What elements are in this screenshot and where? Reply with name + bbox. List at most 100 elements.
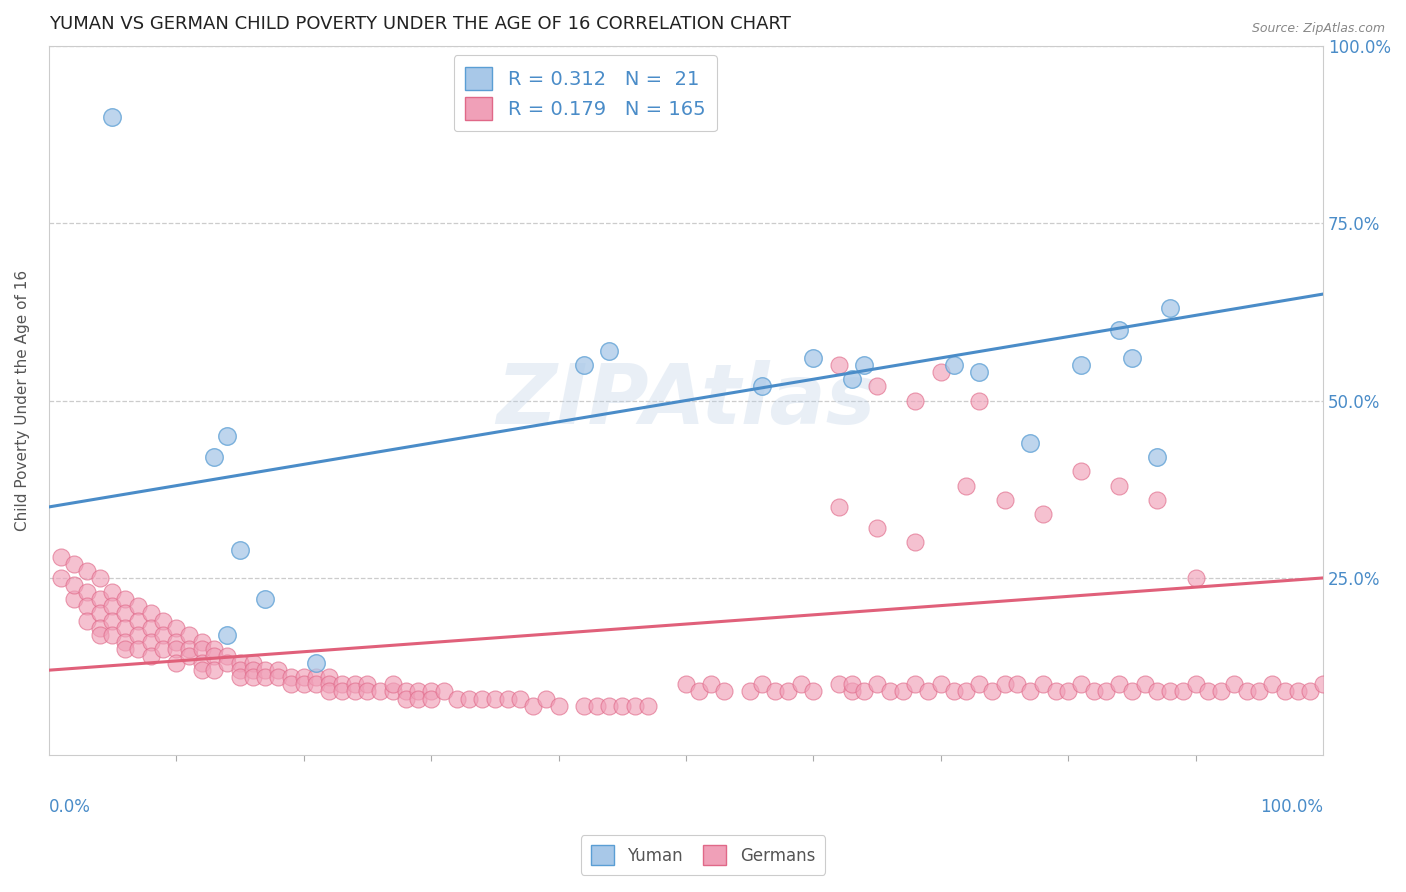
Point bbox=[204, 450, 226, 465]
Point bbox=[803, 351, 825, 365]
Point bbox=[152, 628, 174, 642]
Point bbox=[254, 592, 277, 607]
Point bbox=[828, 358, 851, 372]
Point bbox=[229, 542, 252, 557]
Point bbox=[1019, 436, 1042, 450]
Point bbox=[1223, 677, 1246, 691]
Point bbox=[305, 670, 328, 684]
Point bbox=[330, 677, 353, 691]
Point bbox=[51, 549, 73, 564]
Point bbox=[267, 670, 290, 684]
Point bbox=[394, 691, 416, 706]
Text: 100.0%: 100.0% bbox=[1260, 798, 1323, 816]
Text: ZIPAtlas: ZIPAtlas bbox=[496, 360, 876, 441]
Point bbox=[496, 691, 519, 706]
Point bbox=[89, 628, 111, 642]
Point bbox=[1057, 684, 1080, 698]
Point bbox=[254, 663, 277, 677]
Point bbox=[1108, 322, 1130, 336]
Point bbox=[1197, 684, 1219, 698]
Point bbox=[1070, 465, 1092, 479]
Point bbox=[63, 592, 86, 607]
Point bbox=[1133, 677, 1156, 691]
Point bbox=[828, 677, 851, 691]
Point bbox=[1032, 507, 1054, 521]
Point bbox=[713, 684, 735, 698]
Point bbox=[127, 599, 149, 614]
Point bbox=[751, 677, 773, 691]
Point bbox=[420, 691, 443, 706]
Point bbox=[1083, 684, 1105, 698]
Point bbox=[534, 691, 557, 706]
Point bbox=[408, 691, 430, 706]
Point bbox=[993, 492, 1015, 507]
Text: Source: ZipAtlas.com: Source: ZipAtlas.com bbox=[1251, 22, 1385, 36]
Point bbox=[612, 698, 634, 713]
Point bbox=[1032, 677, 1054, 691]
Point bbox=[522, 698, 544, 713]
Point bbox=[853, 358, 876, 372]
Point bbox=[190, 641, 212, 656]
Point bbox=[1070, 358, 1092, 372]
Point bbox=[381, 684, 404, 698]
Point bbox=[879, 684, 901, 698]
Point bbox=[139, 621, 162, 635]
Point bbox=[942, 358, 965, 372]
Point bbox=[624, 698, 647, 713]
Point bbox=[458, 691, 481, 706]
Point bbox=[101, 614, 124, 628]
Point bbox=[1171, 684, 1194, 698]
Y-axis label: Child Poverty Under the Age of 16: Child Poverty Under the Age of 16 bbox=[15, 270, 30, 531]
Point bbox=[1159, 301, 1181, 316]
Point bbox=[204, 663, 226, 677]
Point bbox=[637, 698, 659, 713]
Point bbox=[572, 358, 595, 372]
Point bbox=[190, 663, 212, 677]
Point bbox=[929, 677, 952, 691]
Point bbox=[471, 691, 494, 706]
Text: YUMAN VS GERMAN CHILD POVERTY UNDER THE AGE OF 16 CORRELATION CHART: YUMAN VS GERMAN CHILD POVERTY UNDER THE … bbox=[49, 15, 790, 33]
Point bbox=[368, 684, 391, 698]
Point bbox=[1108, 478, 1130, 492]
Point bbox=[217, 429, 239, 443]
Point bbox=[929, 365, 952, 379]
Point bbox=[1146, 684, 1168, 698]
Point bbox=[598, 343, 620, 358]
Point bbox=[254, 670, 277, 684]
Point bbox=[89, 621, 111, 635]
Point bbox=[904, 393, 927, 408]
Point bbox=[242, 656, 264, 670]
Point bbox=[980, 684, 1002, 698]
Point bbox=[229, 663, 252, 677]
Point bbox=[165, 656, 187, 670]
Point bbox=[76, 585, 98, 599]
Point bbox=[1184, 677, 1206, 691]
Point bbox=[127, 628, 149, 642]
Point bbox=[242, 663, 264, 677]
Point bbox=[420, 684, 443, 698]
Point bbox=[114, 635, 136, 649]
Point bbox=[598, 698, 620, 713]
Point bbox=[1274, 684, 1296, 698]
Point bbox=[967, 365, 990, 379]
Point bbox=[330, 684, 353, 698]
Point bbox=[76, 564, 98, 578]
Point bbox=[305, 656, 328, 670]
Point bbox=[139, 607, 162, 621]
Point bbox=[484, 691, 506, 706]
Point bbox=[242, 670, 264, 684]
Point bbox=[101, 599, 124, 614]
Point bbox=[165, 621, 187, 635]
Point bbox=[127, 641, 149, 656]
Point bbox=[700, 677, 723, 691]
Point bbox=[1121, 351, 1143, 365]
Point bbox=[1184, 571, 1206, 585]
Point bbox=[1121, 684, 1143, 698]
Point bbox=[190, 656, 212, 670]
Point bbox=[89, 592, 111, 607]
Point bbox=[1146, 450, 1168, 465]
Point bbox=[853, 684, 876, 698]
Point bbox=[318, 677, 340, 691]
Point bbox=[267, 663, 290, 677]
Point bbox=[1108, 677, 1130, 691]
